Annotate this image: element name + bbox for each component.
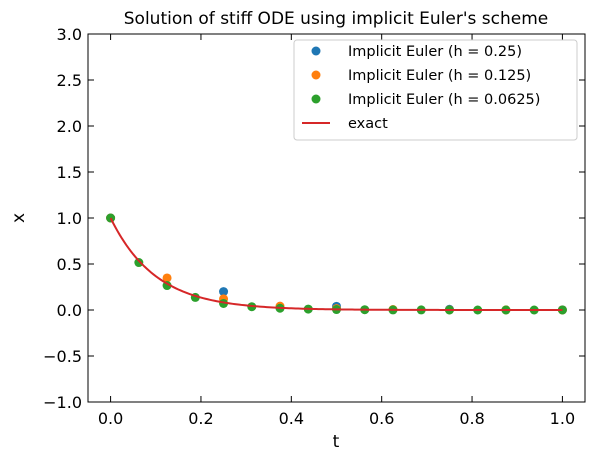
y-tick-label: 1.0 xyxy=(57,209,82,228)
legend-point-marker xyxy=(311,94,321,104)
y-tick-label: 0.0 xyxy=(57,301,82,320)
x-tick-label: 1.0 xyxy=(550,409,575,428)
series-0-point xyxy=(219,287,229,297)
x-axis-label: t xyxy=(333,432,340,452)
y-tick-label: 0.5 xyxy=(57,255,82,274)
y-axis-label: x xyxy=(9,213,29,223)
exact-solution-line xyxy=(109,217,563,311)
x-axis-ticks: 0.0 0.2 0.4 0.6 0.8 1.0 xyxy=(98,34,575,428)
y-tick-label: −1.0 xyxy=(43,393,82,412)
y-tick-label: 3.0 xyxy=(57,25,82,44)
y-axis-ticks: −1.0 −0.5 0.0 0.5 1.0 1.5 2.0 2.5 3.0 xyxy=(43,25,585,412)
series-2-point xyxy=(134,258,144,268)
x-tick-label: 0.4 xyxy=(279,409,304,428)
legend-label: Implicit Euler (h = 0.0625) xyxy=(348,92,540,108)
y-tick-label: −0.5 xyxy=(43,347,82,366)
x-tick-label: 0.0 xyxy=(98,409,123,428)
plot-area xyxy=(106,213,567,315)
legend-label: Implicit Euler (h = 0.25) xyxy=(348,44,522,60)
legend-point-marker xyxy=(311,70,321,80)
legend-label: Implicit Euler (h = 0.125) xyxy=(348,68,531,84)
x-tick-label: 0.2 xyxy=(188,409,213,428)
legend-point-marker xyxy=(311,46,321,56)
y-tick-label: 2.5 xyxy=(57,71,82,90)
chart-title: Solution of stiff ODE using implicit Eul… xyxy=(124,9,549,29)
y-tick-label: 2.0 xyxy=(57,117,82,136)
legend-label: exact xyxy=(348,116,388,132)
x-tick-label: 0.6 xyxy=(369,409,394,428)
legend: Implicit Euler (h = 0.25) Implicit Euler … xyxy=(293,39,578,141)
legend-box xyxy=(293,39,578,141)
x-tick-label: 0.8 xyxy=(459,409,484,428)
y-tick-label: 1.5 xyxy=(57,163,82,182)
series-1-point xyxy=(162,273,172,283)
